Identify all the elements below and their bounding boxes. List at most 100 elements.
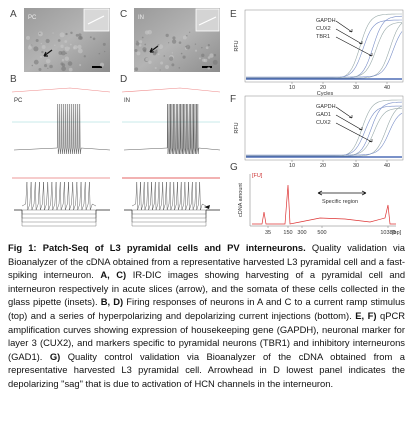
texture [99, 62, 105, 67]
texture [41, 44, 46, 49]
unit-label: [bp] [392, 230, 402, 236]
figure: A PC C IN B D PC IN E RFU Cycles F RFU G… [10, 8, 404, 236]
texture [160, 61, 164, 65]
curve [246, 105, 403, 157]
texture [185, 44, 191, 50]
pointer [335, 114, 363, 131]
scale-bar [202, 66, 212, 68]
texture [159, 69, 161, 71]
caption-title: Fig 1: Patch-Seq of L3 pyramidal cells a… [8, 242, 306, 253]
cell-label: PC [28, 15, 37, 21]
texture [73, 47, 75, 50]
trace [124, 209, 220, 227]
trace [13, 103, 111, 155]
texture [213, 53, 217, 57]
scale-bar [92, 66, 102, 68]
curve [246, 112, 403, 156]
inset [195, 8, 220, 32]
texture [92, 37, 96, 41]
trace [252, 184, 396, 225]
caption-part-text: Firing responses of neurons in A and C t… [8, 296, 405, 321]
trace [14, 209, 110, 215]
texture [79, 63, 82, 67]
texture [33, 46, 39, 52]
x-tick-label: 20 [320, 163, 326, 169]
texture [144, 43, 147, 46]
caption-parts: A, C) IR-DIC images showing harvesting o… [8, 269, 405, 389]
texture [67, 61, 73, 66]
texture [186, 35, 188, 37]
panel-label: B [10, 74, 17, 85]
texture [182, 35, 187, 40]
texture [38, 67, 42, 71]
trace [123, 103, 221, 155]
texture [134, 48, 138, 53]
texture [180, 52, 183, 55]
panel-label: G [230, 162, 238, 173]
texture [171, 63, 175, 67]
texture [152, 51, 157, 56]
x-tick-label: 10 [289, 163, 295, 169]
texture [207, 66, 211, 70]
gene-label: GAPDH [316, 18, 336, 24]
texture [201, 53, 205, 58]
x-tick-label: 10380 [380, 230, 395, 236]
axis-label: RFU [234, 122, 240, 133]
texture [64, 46, 70, 52]
texture [139, 40, 143, 44]
texture [25, 35, 31, 40]
texture [31, 64, 34, 67]
arrow [149, 45, 159, 53]
caption-part-label: B, D) [100, 296, 124, 308]
pipette [198, 16, 217, 26]
curve [246, 107, 403, 156]
texture [135, 41, 140, 46]
arrow [43, 49, 53, 57]
pipette [87, 15, 105, 25]
texture [171, 39, 177, 44]
texture [49, 64, 53, 69]
texture [212, 59, 218, 65]
pointer [335, 36, 373, 57]
caption-text: Quality validation via Bioanalyzer of th… [8, 242, 406, 281]
texture [168, 42, 170, 44]
panel-label: D [120, 74, 127, 85]
texture [205, 46, 209, 50]
texture [154, 66, 157, 70]
texture [209, 53, 214, 58]
texture [178, 67, 181, 69]
curve [246, 105, 402, 157]
arrowhead [204, 205, 210, 209]
pointer [335, 106, 353, 119]
x-tick-label: 40 [384, 163, 390, 169]
x-tick-label: 40 [384, 85, 390, 91]
panel-label: E [230, 9, 237, 20]
x-tick-label: 30 [353, 85, 359, 91]
cell-label: IN [124, 98, 130, 104]
x-tick-label: 30 [353, 163, 359, 169]
texture [39, 32, 41, 35]
x-tick-label: 300 [297, 230, 306, 236]
texture [182, 55, 186, 59]
axis-label: RFU [234, 40, 240, 51]
texture [65, 32, 68, 36]
texture [189, 31, 191, 33]
pointer [335, 28, 363, 45]
curve [246, 19, 402, 79]
x-tick-label: 20 [320, 85, 326, 91]
caption-part-text: Quality control validation via Bioanalyz… [8, 350, 405, 389]
texture [203, 58, 208, 63]
texture [145, 57, 149, 62]
texture [47, 67, 49, 69]
panel-label: C [120, 9, 127, 20]
texture [172, 36, 176, 40]
texture [61, 63, 66, 67]
texture [60, 44, 64, 49]
texture [77, 44, 82, 49]
pointer [335, 122, 373, 143]
gene-label: GAPDH [316, 104, 336, 110]
texture [157, 53, 160, 56]
texture [69, 43, 72, 46]
texture [45, 38, 50, 44]
